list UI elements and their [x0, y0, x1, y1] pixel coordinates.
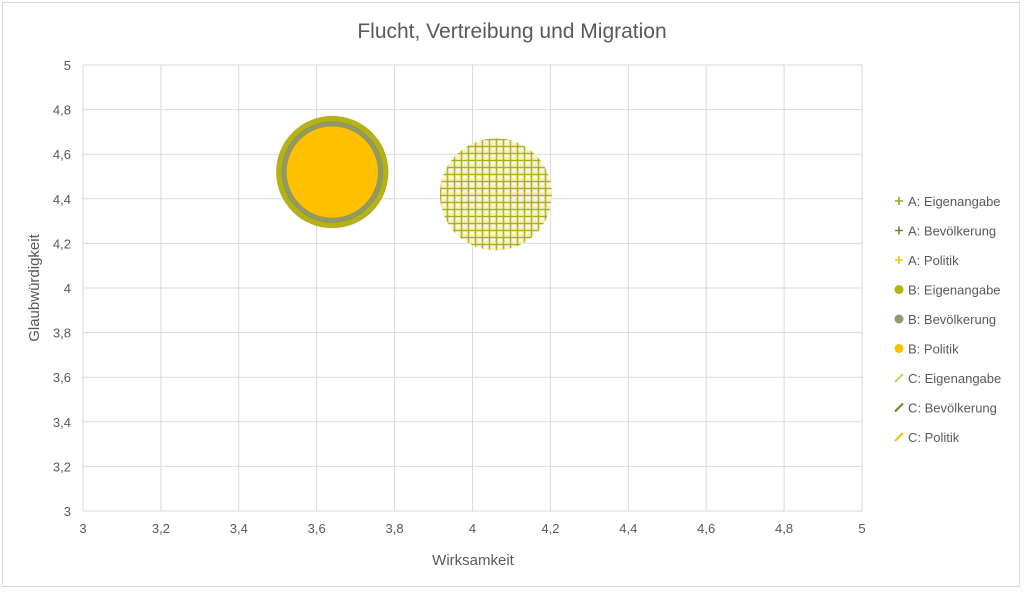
legend-item: C: Bevölkerung: [894, 401, 997, 416]
x-axis-ticks: 3 3,2 3,4 3,6 3,8 4 4,2 4,4 4,6 4,8 5: [79, 521, 865, 536]
y-tick-label: 5: [64, 58, 71, 73]
x-tick-label: 3,8: [386, 521, 404, 536]
bubbles: [275, 115, 552, 251]
legend-label: C: Politik: [908, 430, 960, 445]
x-tick-label: 4,4: [619, 521, 637, 536]
x-tick-label: 3,2: [152, 521, 170, 536]
bubble-a-eigenangabe: [439, 138, 552, 251]
y-tick-label: 4,2: [53, 236, 71, 251]
x-axis-label: Wirksamkeit: [432, 552, 514, 569]
legend-label: B: Politik: [908, 342, 959, 357]
gridlines: [82, 64, 863, 512]
x-tick-label: 4,8: [775, 521, 793, 536]
legend-label: A: Bevölkerung: [908, 224, 996, 239]
x-tick-label: 4,2: [541, 521, 559, 536]
y-tick-label: 4: [64, 281, 71, 296]
legend-label: B: Bevölkerung: [908, 312, 996, 327]
y-tick-label: 3,8: [53, 326, 71, 341]
legend-label: B: Eigenangabe: [908, 283, 1001, 298]
x-tick-label: 3: [79, 521, 86, 536]
legend-marker: [895, 197, 903, 205]
legend-marker: [894, 285, 904, 294]
legend-item: A: Bevölkerung: [895, 224, 996, 239]
y-tick-label: 4,6: [53, 147, 71, 162]
legend-marker: [895, 256, 903, 264]
legend-marker: [894, 432, 904, 442]
y-tick-label: 3,6: [53, 370, 71, 385]
bubble-b-politik: [285, 125, 379, 219]
legend-item: B: Politik: [894, 342, 959, 357]
legend-label: A: Politik: [908, 253, 959, 268]
legend-marker: [894, 314, 904, 324]
legend-marker: [894, 373, 904, 383]
x-tick-label: 3,4: [230, 521, 248, 536]
y-tick-label: 4,4: [53, 192, 71, 207]
legend-item: A: Politik: [895, 253, 959, 268]
legend: A: Eigenangabe A: Bevölkerung A: Politik B:…: [894, 194, 1001, 445]
x-tick-label: 3,6: [308, 521, 326, 536]
legend-marker: [894, 344, 904, 353]
y-axis-ticks: 3 3,2 3,4 3,6 3,8 4 4,2 4,4 4,6 4,8 5: [53, 58, 71, 519]
legend-marker: [894, 402, 904, 413]
legend-item: B: Eigenangabe: [894, 283, 1001, 298]
x-tick-label: 4: [469, 521, 476, 536]
y-tick-label: 3,2: [53, 459, 71, 474]
legend-label: C: Eigenangabe: [908, 371, 1001, 386]
legend-item: C: Politik: [894, 430, 960, 445]
legend-label: A: Eigenangabe: [908, 194, 1001, 209]
y-axis-label: Glaubwürdigkeit: [26, 233, 43, 341]
legend-item: A: Eigenangabe: [895, 194, 1001, 209]
legend-marker: [895, 226, 903, 235]
x-tick-label: 5: [858, 521, 865, 536]
x-tick-label: 4,6: [697, 521, 715, 536]
legend-item: C: Eigenangabe: [894, 371, 1001, 386]
y-tick-label: 4,8: [53, 103, 71, 118]
y-tick-label: 3,4: [53, 415, 71, 430]
legend-label: C: Bevölkerung: [908, 401, 997, 416]
bubble-chart: Flucht, Vertreibung und Migration 3 3,2 3,…: [26, 20, 1001, 569]
chart-title: Flucht, Vertreibung und Migration: [357, 20, 666, 43]
y-tick-label: 3: [64, 504, 71, 519]
legend-item: B: Bevölkerung: [894, 312, 996, 327]
